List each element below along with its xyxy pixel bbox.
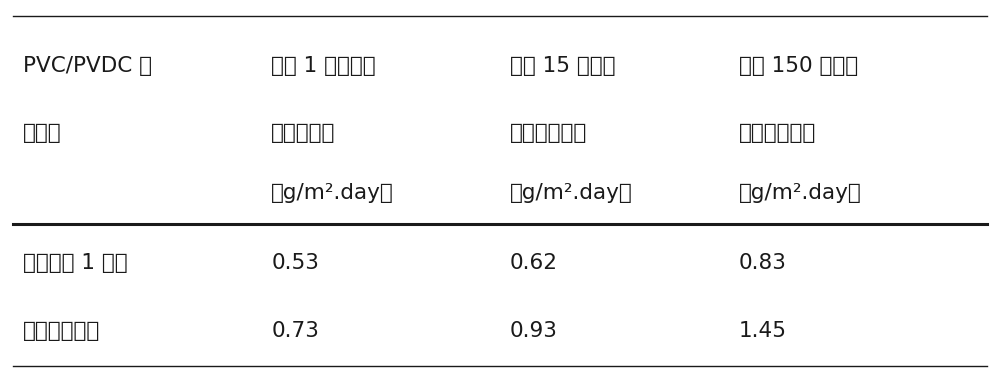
Text: 1.45: 1.45 — [739, 321, 787, 341]
Text: 放置 150 天后的: 放置 150 天后的 — [739, 56, 858, 76]
Text: PVC/PVDC 复: PVC/PVDC 复 — [23, 56, 152, 76]
Text: 0.83: 0.83 — [739, 254, 787, 274]
Text: 0.73: 0.73 — [271, 321, 319, 341]
Text: 由对比例制得: 由对比例制得 — [23, 321, 100, 341]
Text: 放置 15 天后的: 放置 15 天后的 — [510, 56, 615, 76]
Text: （g/m².day）: （g/m².day） — [739, 183, 861, 203]
Text: 水蒸气透过率: 水蒸气透过率 — [510, 123, 587, 143]
Text: 0.93: 0.93 — [510, 321, 558, 341]
Text: （g/m².day）: （g/m².day） — [510, 183, 633, 203]
Text: 蒸气透过率: 蒸气透过率 — [271, 123, 336, 143]
Text: 由实施例 1 制得: 由实施例 1 制得 — [23, 254, 127, 274]
Text: 0.62: 0.62 — [510, 254, 558, 274]
Text: 放置 1 天后的水: 放置 1 天后的水 — [271, 56, 376, 76]
Text: （g/m².day）: （g/m².day） — [271, 183, 394, 203]
Text: 合硬片: 合硬片 — [23, 123, 61, 143]
Text: 0.53: 0.53 — [271, 254, 319, 274]
Text: 水蒸气透过率: 水蒸气透过率 — [739, 123, 816, 143]
